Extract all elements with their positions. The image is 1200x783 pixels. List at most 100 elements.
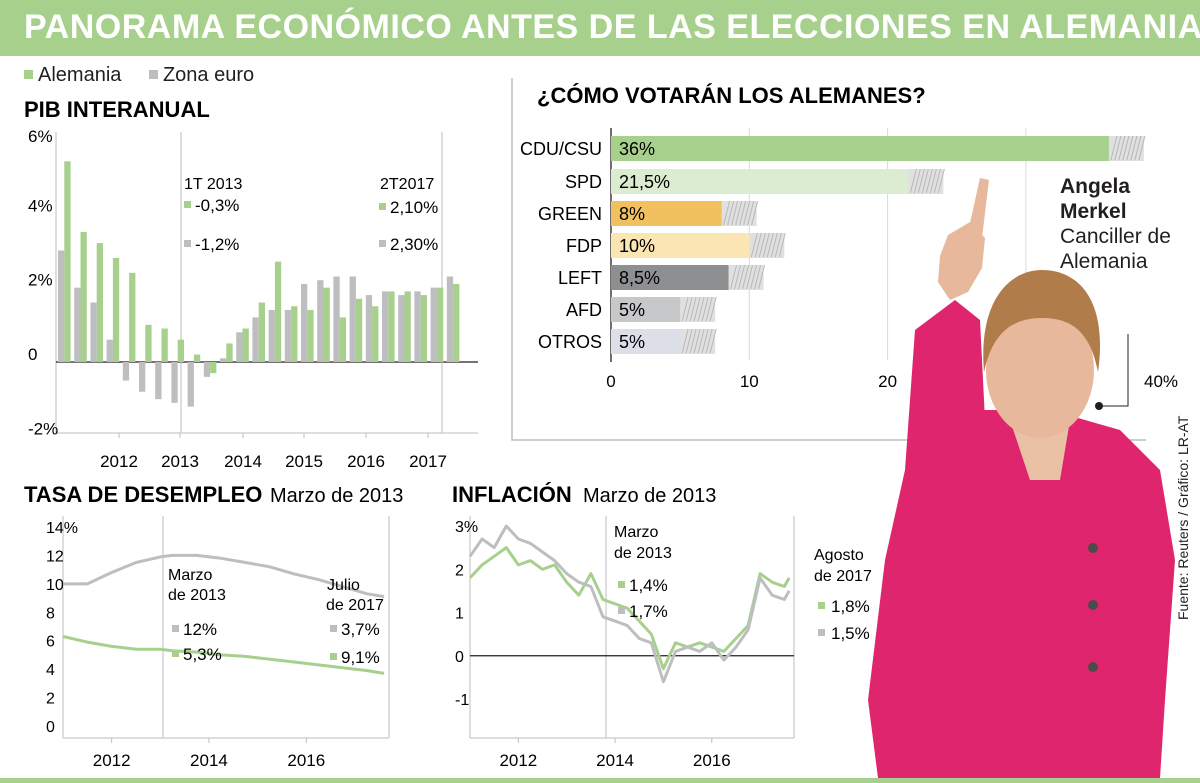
- line-chart-y-tick-label: 3%: [455, 519, 478, 536]
- vote-margin-hatch: [689, 296, 697, 322]
- inflation-chart: INFLACIÓN Marzo de 2013 3% 2 1 0 -1 2012 2014 2…: [452, 482, 872, 770]
- merkel-finger: [968, 178, 989, 238]
- gdp-bar-zona-euro: [74, 287, 81, 362]
- gdp-bar-alemania: [210, 362, 217, 374]
- vote-margin-hatch: [1114, 135, 1122, 161]
- vote-margin-hatch: [697, 296, 705, 322]
- gdp-y-tick-label: 2%: [28, 271, 53, 290]
- gdp-bar-alemania: [161, 328, 168, 362]
- vote-category-label: LEFT: [558, 268, 602, 288]
- gdp-bar-alemania: [372, 306, 379, 362]
- vote-bar: [611, 329, 681, 354]
- gdp-bar-alemania: [112, 257, 120, 362]
- line-chart-x-tick-label: 2014: [596, 751, 634, 770]
- gdp-bar-alemania: [64, 161, 71, 362]
- line-chart-x-tick-label: 2016: [693, 751, 731, 770]
- gdp-bar-alemania: [96, 243, 103, 362]
- gdp-x-tick-label: 2016: [347, 452, 385, 471]
- line-chart-y-tick-label: 6: [46, 634, 55, 651]
- vote-margin-hatch: [770, 232, 778, 258]
- vote-margin-hatch: [751, 200, 759, 226]
- unemployment-annotation-jul2017-zona-euro-swatch: [330, 625, 337, 632]
- line-chart-y-tick-label: 4: [46, 662, 55, 679]
- line-chart-y-tick-label: 8: [46, 605, 55, 622]
- vote-margin-hatch: [746, 264, 754, 290]
- vote-margin-hatch: [735, 200, 743, 226]
- vote-margin-hatch: [697, 328, 705, 354]
- gdp-x-tick-label: 2012: [100, 452, 138, 471]
- vote-margin-hatch: [738, 264, 746, 290]
- gdp-title: PIB INTERANUAL: [24, 97, 210, 122]
- gdp-bar-zona-euro: [220, 358, 227, 362]
- vote-value-label: 36%: [619, 139, 655, 159]
- vote-bar: [611, 201, 722, 226]
- gdp-annotation-2t2017-zona-euro: 2,30%: [390, 235, 438, 254]
- gdp-bar-alemania: [355, 298, 363, 362]
- gdp-bar-zona-euro: [398, 295, 405, 362]
- gdp-bar-alemania: [339, 317, 346, 362]
- gdp-bar-zona-euro: [139, 362, 146, 392]
- vote-margin-hatch: [1110, 135, 1118, 161]
- unemployment-title: TASA DE DESEMPLEO: [24, 482, 262, 507]
- vote-margin-hatch: [774, 232, 782, 258]
- line-chart-y-tick-label: 2: [46, 691, 55, 708]
- legend-label-alemania: Alemania: [38, 64, 122, 86]
- gdp-annotation-2t2017-label: 2T2017: [380, 176, 434, 193]
- vote-margin-hatch: [693, 328, 701, 354]
- gdp-y-tick-label: 6%: [28, 127, 53, 146]
- vote-value-label: 8,5%: [619, 268, 660, 288]
- gdp-bar-alemania: [323, 287, 330, 362]
- vote-value-label: 5%: [619, 300, 645, 320]
- merkel-button-3: [1088, 662, 1098, 672]
- legend: Alemania Zona euro: [24, 64, 254, 87]
- vote-margin-hatch: [709, 296, 717, 322]
- vote-margin-hatch: [731, 200, 739, 226]
- line-chart-y-tick-label: 0: [46, 719, 55, 736]
- gdp-bar-zona-euro: [333, 276, 340, 362]
- line-series-alemania: [468, 546, 791, 671]
- vote-value-label: 10%: [619, 236, 655, 256]
- gdp-bar-alemania: [177, 339, 184, 362]
- line-series-zona-euro: [468, 524, 791, 684]
- vote-margin-hatch: [727, 200, 735, 226]
- vote-margin-hatch: [685, 328, 693, 354]
- inflation-annotation-ago2017-alemania: 1,8%: [831, 597, 870, 616]
- gdp-bar-alemania: [80, 231, 87, 362]
- vote-margin-hatch: [933, 168, 941, 194]
- gdp-x-tick-label: 2015: [285, 452, 323, 471]
- vote-bar: [611, 297, 681, 322]
- vote-margin-hatch: [917, 168, 925, 194]
- source-credit: Fuente: Reuters / Gráfico: LR-AT: [1175, 415, 1191, 620]
- vote-value-label: 8%: [619, 204, 645, 224]
- vote-bar: [611, 169, 909, 194]
- vote-margin-hatch: [762, 232, 770, 258]
- vote-margin-hatch: [743, 200, 751, 226]
- gdp-bar-zona-euro: [349, 276, 356, 362]
- gdp-bar-zona-euro: [106, 339, 113, 362]
- merkel-photo: [868, 178, 1175, 778]
- line-series-alemania: [62, 635, 385, 675]
- vote-category-label: SPD: [565, 172, 602, 192]
- gdp-annotation-1t2013-alemania: -0,3%: [195, 196, 239, 215]
- merkel-face: [986, 302, 1094, 438]
- merkel-role-line2: Alemania: [1060, 250, 1148, 273]
- vote-margin-hatch: [778, 232, 786, 258]
- unemployment-annotation-mar2013-line2: de 2013: [168, 587, 226, 604]
- vote-value-label: 21,5%: [619, 172, 670, 192]
- vote-margin-hatch: [758, 264, 766, 290]
- merkel-arm: [905, 300, 985, 470]
- vote-margin-hatch: [766, 232, 774, 258]
- merkel-button-2: [1088, 600, 1098, 610]
- vote-margin-hatch: [913, 168, 921, 194]
- vote-margin-hatch: [1122, 135, 1130, 161]
- gdp-bar-alemania: [274, 261, 282, 362]
- vote-margin-hatch: [758, 232, 766, 258]
- gdp-x-tick-label: 2017: [409, 452, 447, 471]
- vote-margin-hatch: [681, 296, 689, 322]
- vote-margin-hatch: [909, 168, 917, 194]
- gdp-bar-alemania: [436, 287, 444, 362]
- merkel-hair: [983, 270, 1101, 372]
- inflation-annotation-mar2013-zona-euro-swatch: [618, 607, 625, 614]
- gdp-bar-alemania: [242, 328, 249, 362]
